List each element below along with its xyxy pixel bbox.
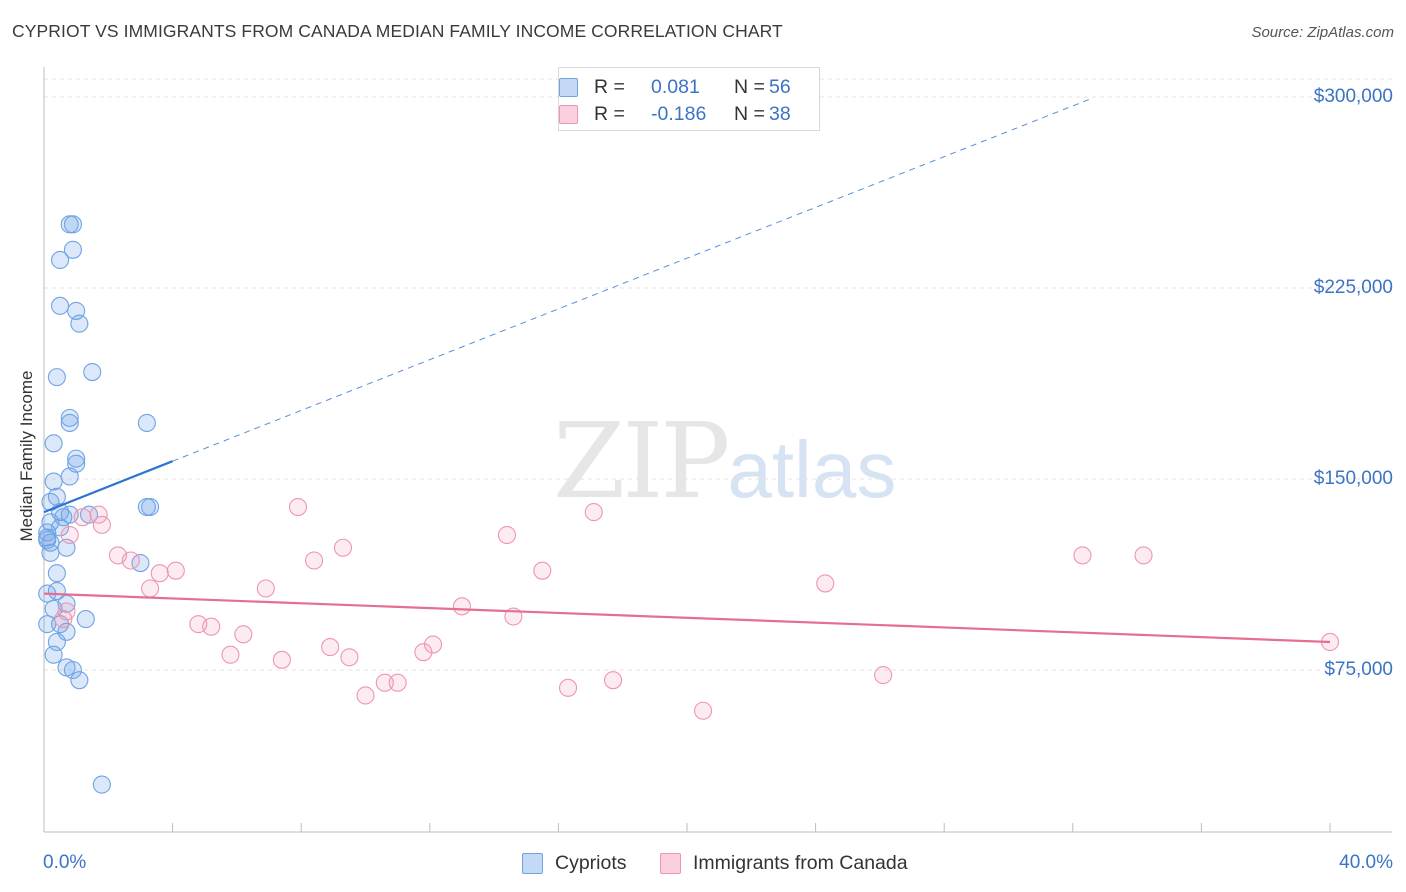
point-canada — [272, 650, 291, 669]
point-canada — [816, 574, 835, 593]
legend-swatch-canada — [660, 853, 681, 874]
point-canada — [166, 561, 185, 580]
r-value: -0.186 — [651, 102, 707, 125]
point-cypriots — [141, 497, 160, 517]
point-cypriots — [63, 660, 82, 680]
point-canada — [321, 638, 340, 657]
point-canada — [356, 686, 375, 705]
point-canada — [584, 503, 603, 522]
point-canada — [558, 678, 578, 697]
point-cypriots — [47, 564, 66, 583]
point-canada — [89, 505, 108, 524]
point-canada — [288, 497, 308, 517]
point-cypriots — [83, 362, 102, 382]
point-canada — [375, 673, 394, 692]
point-canada — [60, 525, 79, 545]
point-canada — [202, 617, 221, 636]
point-cypriots — [38, 615, 57, 634]
point-canada — [221, 645, 240, 664]
point-canada — [305, 551, 324, 570]
n-value: 56 — [769, 75, 791, 98]
trend-line-cypriots — [43, 460, 174, 514]
legend-swatch-cypriots — [559, 78, 578, 97]
point-canada — [150, 564, 169, 583]
point-cypriots — [41, 543, 60, 562]
n-value: 38 — [769, 102, 791, 125]
point-canada — [604, 671, 623, 690]
legend-label: Immigrants from Canada — [693, 852, 908, 874]
point-cypriots — [63, 240, 82, 259]
point-cypriots — [41, 533, 60, 552]
legend-swatch-cypriots — [522, 853, 543, 874]
point-cypriots — [51, 250, 70, 270]
point-cypriots — [51, 296, 70, 315]
x-tick-label-max: 40.0% — [1339, 852, 1393, 873]
trend-line-canada — [43, 592, 1331, 644]
point-cypriots — [70, 671, 89, 690]
stats-legend: R = 0.081 N = 56 R = -0.186 N = 38 — [558, 67, 820, 131]
point-cypriots — [63, 215, 82, 234]
point-canada — [423, 635, 443, 654]
y-axis-label: Median Family Income — [17, 370, 36, 542]
point-canada — [497, 525, 517, 545]
point-cypriots — [60, 467, 79, 486]
y-tick-label: $75,000 — [1324, 659, 1393, 680]
r-label: R = — [594, 102, 625, 125]
watermark-atlas: atlas — [727, 425, 897, 514]
watermark-zip: ZIP — [553, 400, 730, 522]
point-canada — [92, 515, 111, 534]
y-tick-label: $300,000 — [1313, 86, 1393, 107]
n-label: N = — [734, 75, 765, 98]
point-cypriots — [44, 472, 63, 491]
point-canada — [340, 648, 359, 667]
point-canada — [388, 673, 407, 692]
point-canada — [121, 551, 140, 570]
point-canada — [533, 561, 552, 580]
point-cypriots — [92, 775, 111, 794]
r-label: R = — [594, 75, 625, 98]
point-canada — [452, 597, 472, 616]
point-canada — [141, 579, 160, 598]
r-value: 0.081 — [651, 75, 700, 98]
point-canada — [234, 625, 253, 644]
y-tick-label: $150,000 — [1313, 468, 1393, 489]
point-cypriots — [41, 513, 60, 532]
point-canada — [414, 643, 433, 662]
n-label: N = — [734, 102, 765, 125]
chart-title: CYPRIOT VS IMMIGRANTS FROM CANADA MEDIAN… — [12, 21, 783, 41]
point-canada — [1073, 546, 1092, 565]
point-cypriots — [70, 314, 89, 333]
point-canada — [57, 602, 76, 621]
point-cypriots — [44, 434, 63, 453]
point-cypriots — [60, 408, 79, 427]
legend-label: Cypriots — [555, 852, 627, 874]
source-label: Source: ZipAtlas.com — [1251, 24, 1394, 41]
point-cypriots — [76, 610, 95, 629]
y-tick-label: $225,000 — [1313, 277, 1393, 298]
point-cypriots — [44, 645, 63, 664]
point-cypriots — [60, 413, 79, 433]
point-canada — [333, 538, 353, 557]
point-cypriots — [38, 523, 57, 542]
point-canada — [694, 701, 713, 720]
point-canada — [73, 508, 92, 527]
trend-line-cypriots-extension — [172, 99, 1090, 462]
watermark: ZIPatlas — [553, 400, 896, 522]
x-tick-label-min: 0.0% — [43, 852, 87, 873]
point-canada — [256, 579, 275, 598]
point-cypriots — [47, 368, 66, 387]
point-cypriots — [67, 449, 86, 468]
point-canada — [1134, 546, 1153, 565]
point-canada — [874, 666, 893, 685]
point-cypriots — [137, 413, 156, 433]
legend-swatch-canada — [559, 105, 578, 124]
